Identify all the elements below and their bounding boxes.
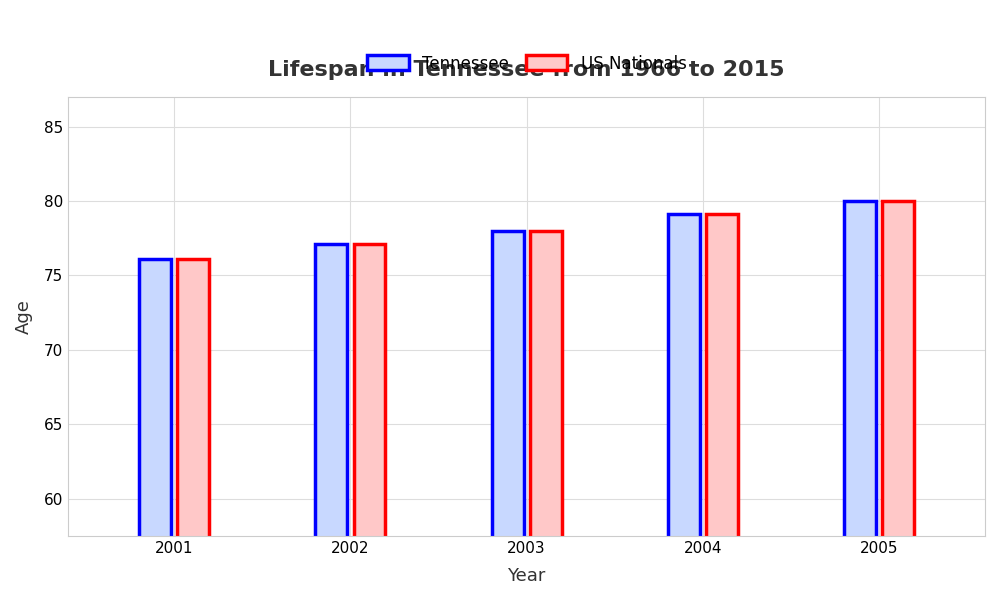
Bar [706, 214, 738, 600]
Bar [315, 244, 347, 600]
Title: Lifespan in Tennessee from 1966 to 2015: Lifespan in Tennessee from 1966 to 2015 [268, 60, 785, 80]
Bar [844, 201, 876, 600]
Bar [668, 214, 700, 600]
Legend: Tennessee, US Nationals: Tennessee, US Nationals [360, 48, 693, 79]
Bar [882, 201, 914, 600]
Bar [354, 244, 385, 600]
Bar [530, 231, 562, 600]
X-axis label: Year: Year [507, 567, 546, 585]
Bar [139, 259, 171, 600]
Bar [492, 231, 524, 600]
Bar [177, 259, 209, 600]
Y-axis label: Age: Age [15, 299, 33, 334]
